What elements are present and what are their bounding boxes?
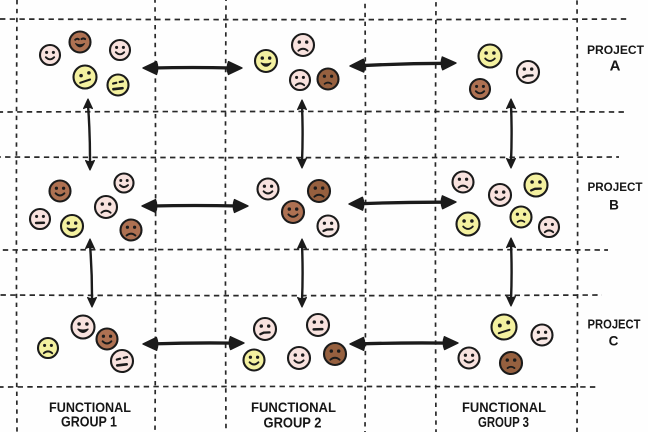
svg-text:GROUP 2: GROUP 2 [264,415,322,432]
svg-text:C: C [609,334,619,349]
svg-text:GROUP 3: GROUP 3 [478,415,529,431]
svg-text:A: A [610,58,621,75]
svg-text:GROUP 1: GROUP 1 [61,415,117,431]
svg-text:PROJECT: PROJECT [587,43,645,57]
svg-text:FUNCTIONAL: FUNCTIONAL [49,399,131,415]
svg-text:FUNCTIONAL: FUNCTIONAL [462,399,546,415]
svg-text:PROJECT: PROJECT [588,180,644,194]
svg-text:PROJECT: PROJECT [588,317,641,331]
svg-text:FUNCTIONAL: FUNCTIONAL [251,399,336,415]
svg-text:B: B [609,197,619,212]
